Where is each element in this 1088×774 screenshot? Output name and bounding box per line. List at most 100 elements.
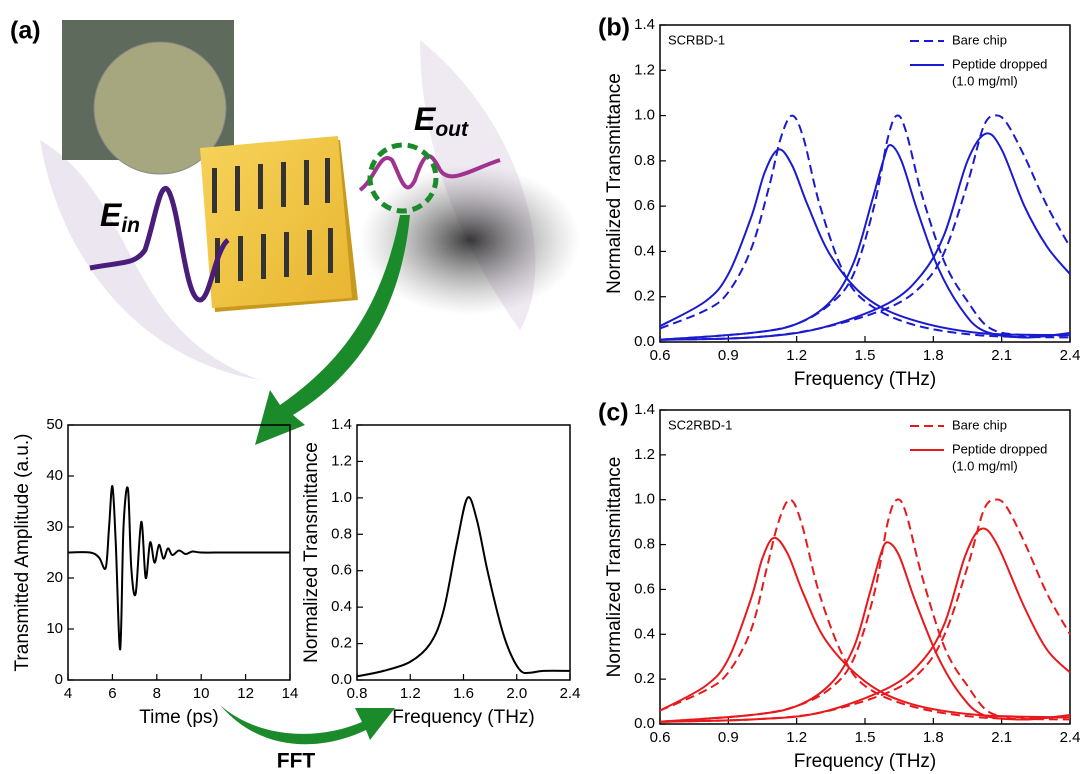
y-tick-label: 0.8 [331, 525, 352, 542]
curve [356, 496, 571, 678]
x-tick-label: 2.4 [1060, 347, 1081, 364]
x-tick-label: 2.0 [506, 685, 527, 702]
y-tick-label: 0 [55, 671, 63, 688]
y-tick-label: 50 [46, 416, 63, 433]
curve [659, 114, 1071, 339]
y-tick-label: 0.6 [331, 562, 352, 579]
x-tick-label: 1.5 [855, 729, 876, 746]
y-tick-label: 1.2 [331, 452, 352, 469]
zoom-circle [367, 142, 439, 214]
y-axis-title: Normalized Transmittance [604, 73, 625, 294]
x-tick-label: 0.8 [347, 685, 368, 702]
curve [67, 485, 290, 651]
chart: 0.6 0.9 1.2 1.5 1.8 2.1 2.4 0.0 0.2 0.4 0.6 0.8 1.0 1… [598, 14, 1080, 390]
x-tick-label: 8 [153, 685, 161, 702]
illustration: (a) Ein Eout FFT [10, 17, 580, 773]
y-tick-label: 0.2 [634, 670, 655, 687]
y-tick-label: 10 [46, 620, 63, 637]
e-out-label: Eout [414, 101, 469, 140]
y-tick-label: 1.2 [634, 446, 655, 463]
input-pulse [89, 185, 230, 303]
x-tick-label: 2.4 [1060, 729, 1081, 746]
x-axis-title: Frequency (THz) [392, 707, 535, 728]
y-tick-label: 30 [46, 518, 63, 535]
x-tick-label: 1.8 [923, 729, 944, 746]
y-tick-label: 0.4 [331, 598, 352, 615]
x-tick-label: 14 [282, 685, 299, 702]
y-tick-label: 0.0 [634, 715, 655, 732]
y-tick-label: 1.4 [634, 16, 655, 33]
x-axis-title: Time (ps) [139, 707, 219, 728]
x-tick-label: 10 [193, 685, 210, 702]
y-tick-label: 1.2 [634, 61, 655, 78]
x-tick-label: 6 [108, 685, 116, 702]
sample-label: SCRBD-1 [668, 32, 725, 47]
chart: 4 6 8 10 12 14 0 10 20 30 40 50 Time (ps) Transmitted… [12, 416, 298, 728]
x-tick-label: 2.1 [991, 347, 1012, 364]
y-tick-label: 0.8 [634, 536, 655, 553]
x-tick-label: 1.6 [453, 685, 474, 702]
y-tick-label: 1.4 [331, 416, 352, 433]
y-tick-label: 0.4 [634, 625, 655, 642]
legend-note: (1.0 mg/ml) [952, 458, 1018, 473]
legend-note: (1.0 mg/ml) [952, 73, 1018, 88]
y-axis-title: Transmitted Amplitude (a.u.) [12, 434, 33, 672]
curve [659, 144, 1071, 341]
legend-label: Peptide dropped [952, 441, 1047, 456]
y-tick-label: 0.8 [634, 152, 655, 169]
x-tick-label: 4 [64, 685, 72, 702]
panel-label: (c) [598, 399, 629, 427]
x-axis-title: Frequency (THz) [794, 369, 937, 390]
y-tick-label: 0.4 [634, 242, 655, 259]
y-tick-label: 1.0 [331, 489, 352, 506]
beam-swoosh [40, 140, 260, 380]
x-tick-label: 2.4 [560, 685, 581, 702]
plot-frame [356, 424, 571, 681]
sample-label: SC2RBD-1 [668, 417, 732, 432]
y-tick-label: 0.0 [634, 333, 655, 350]
fft-label: FFT [277, 750, 316, 773]
arrow [255, 215, 410, 445]
x-tick-label: 12 [237, 685, 254, 702]
y-axis-title: Normalized Transmittance [604, 457, 625, 678]
curve [659, 132, 1071, 341]
curve [659, 148, 1071, 337]
beam-shadow [360, 165, 580, 315]
x-tick-label: 0.9 [718, 347, 739, 364]
x-tick-label: 2.1 [991, 729, 1012, 746]
x-tick-label: 1.2 [786, 729, 807, 746]
y-tick-label: 0.6 [634, 580, 655, 597]
x-tick-label: 1.2 [400, 685, 421, 702]
x-axis-title: Frequency (THz) [794, 751, 937, 772]
fft-arrow [220, 705, 395, 745]
y-tick-label: 0.0 [331, 671, 352, 688]
y-tick-label: 0.2 [331, 635, 352, 652]
e-in-label: Ein [100, 197, 140, 236]
y-tick-label: 1.0 [634, 107, 655, 124]
legend-label: Bare chip [952, 417, 1007, 432]
chart: 0.8 1.2 1.6 2.0 2.4 0.0 0.2 0.4 0.6 0.8 1.0 1.2 1.4 F… [301, 416, 580, 728]
x-tick-label: 1.8 [923, 347, 944, 364]
y-tick-label: 1.0 [634, 491, 655, 508]
y-axis-title: Normalized Transmittance [301, 442, 322, 663]
y-tick-label: 0.2 [634, 288, 655, 305]
panel-label: (a) [10, 17, 41, 45]
x-tick-label: 1.2 [786, 347, 807, 364]
legend-label: Bare chip [952, 32, 1007, 47]
x-tick-label: 0.6 [650, 729, 671, 746]
curve [659, 541, 1071, 723]
chart: 0.6 0.9 1.2 1.5 1.8 2.1 2.4 0.0 0.2 0.4 0.6 0.8 1.0 1… [598, 399, 1080, 772]
y-tick-label: 20 [46, 569, 63, 586]
x-tick-label: 0.6 [650, 347, 671, 364]
curve [659, 498, 1071, 721]
legend-label: Peptide dropped [952, 56, 1047, 71]
panel-label: (b) [598, 14, 630, 42]
photo-wafer [93, 41, 227, 175]
y-tick-label: 40 [46, 467, 63, 484]
curve [659, 536, 1071, 719]
x-tick-label: 1.5 [855, 347, 876, 364]
curve [659, 527, 1071, 723]
y-tick-label: 0.6 [634, 197, 655, 214]
x-tick-label: 0.9 [718, 729, 739, 746]
